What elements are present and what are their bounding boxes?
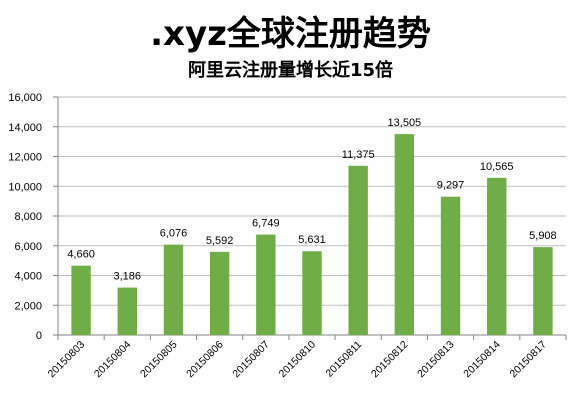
- data-label: 5,908: [529, 230, 557, 242]
- x-tick-label: 20150817: [508, 339, 550, 381]
- bar: [487, 177, 507, 335]
- data-label: 3,186: [114, 271, 142, 283]
- y-tick-label: 6,000: [14, 241, 42, 253]
- y-tick-label: 12,000: [8, 152, 42, 164]
- data-label: 10,565: [480, 161, 514, 173]
- data-label: 6,076: [160, 228, 188, 240]
- x-tick-label: 20150803: [46, 339, 88, 381]
- data-label: 5,592: [206, 235, 234, 247]
- x-tick-label: 20150804: [92, 339, 134, 381]
- bar: [394, 134, 415, 335]
- data-label: 6,749: [252, 218, 280, 230]
- data-label: 5,631: [298, 234, 326, 246]
- y-tick-label: 10,000: [8, 181, 42, 193]
- bar: [533, 247, 553, 335]
- bar: [71, 265, 91, 335]
- bar: [302, 251, 322, 335]
- data-label: 11,375: [342, 149, 375, 161]
- y-tick-label: 0: [36, 330, 42, 342]
- y-tick-label: 16,000: [8, 92, 42, 104]
- chart-title: .xyz全球注册趋势: [150, 14, 431, 54]
- x-tick-label: 20150812: [369, 339, 411, 381]
- y-tick-label: 4,000: [14, 271, 42, 283]
- data-label: 9,297: [437, 180, 465, 192]
- bar: [348, 165, 368, 335]
- x-tick-label: 20150806: [184, 339, 226, 381]
- x-tick-label: 20150807: [230, 339, 272, 381]
- x-tick-label: 20150811: [323, 339, 364, 380]
- y-tick-label: 2,000: [14, 300, 42, 312]
- bar: [163, 244, 184, 335]
- bar: [256, 234, 276, 335]
- bar: [117, 287, 137, 335]
- chart-subtitle: 阿里云注册量增长近15倍: [187, 60, 394, 81]
- bar: [209, 251, 230, 335]
- data-label: 13,505: [388, 117, 422, 129]
- x-tick-label: 20150805: [138, 339, 180, 381]
- bar: [440, 196, 461, 335]
- x-tick-label: 20150810: [277, 339, 319, 381]
- y-tick-label: 8,000: [14, 211, 42, 223]
- x-tick-label: 20150813: [415, 339, 457, 381]
- data-label: 4,660: [67, 249, 95, 261]
- y-tick-label: 14,000: [8, 122, 42, 134]
- x-tick-label: 20150814: [461, 339, 503, 381]
